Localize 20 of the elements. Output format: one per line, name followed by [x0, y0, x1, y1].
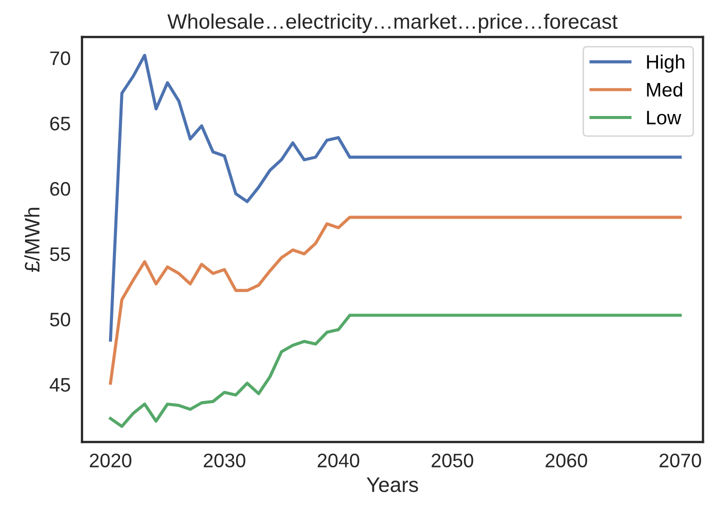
- x-tick-label: 2070: [660, 454, 702, 468]
- x-tick-label: 2040: [318, 454, 360, 468]
- legend-label: High: [647, 54, 684, 73]
- x-tick-label: 2050: [432, 454, 474, 468]
- y-axis-title: £/MWh: [24, 208, 40, 272]
- x-tick-label: 2060: [546, 454, 588, 468]
- y-tick-label: 50: [50, 312, 70, 326]
- x-tick-label: 2030: [204, 454, 246, 468]
- legend-label: Med: [647, 82, 682, 97]
- x-axis-title: Years: [366, 478, 418, 492]
- chart-title: Wholesale…electricity…market…price…forecast: [167, 14, 618, 33]
- line-series: [108, 216, 682, 385]
- x-tick-label: 2020: [90, 454, 132, 468]
- y-tick-label: 55: [50, 248, 70, 262]
- line-series: [108, 314, 682, 428]
- y-tick-label: 65: [50, 116, 70, 130]
- legend-label: Low: [647, 110, 682, 124]
- y-tick-label: 45: [50, 378, 70, 392]
- y-tick-label: 60: [50, 182, 70, 196]
- y-tick-label: 70: [50, 51, 70, 66]
